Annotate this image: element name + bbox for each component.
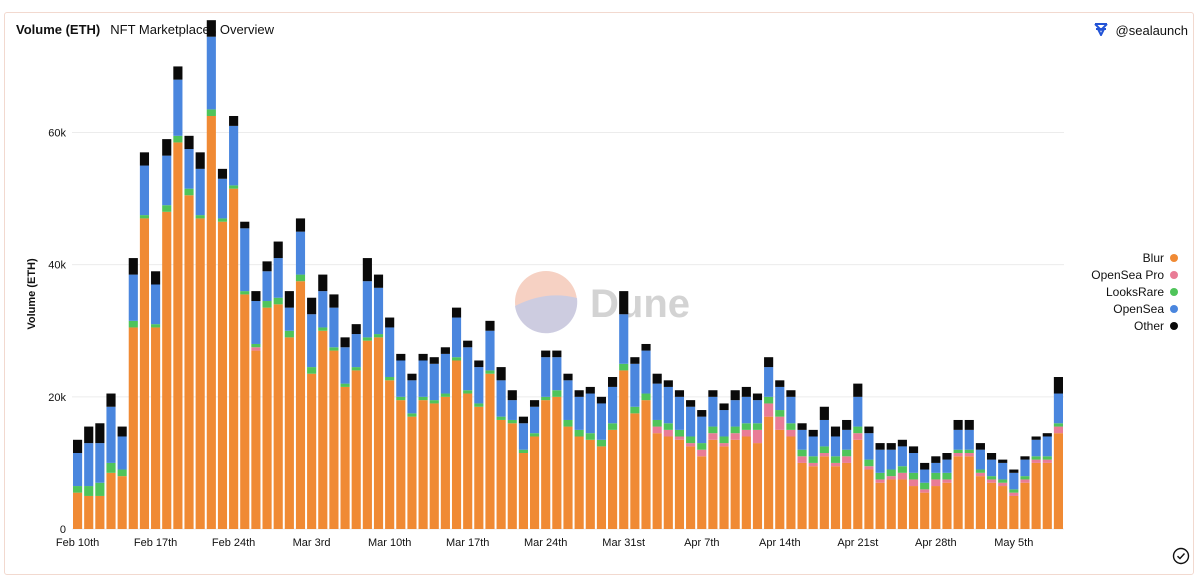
legend-item-blur[interactable]: Blur	[1142, 251, 1178, 265]
author-link[interactable]: @sealaunch	[1093, 22, 1188, 39]
legend-dot-icon	[1170, 305, 1178, 313]
legend-label: OpenSea	[1113, 302, 1164, 316]
legend-item-looksrare[interactable]: LooksRare	[1105, 285, 1178, 299]
legend-label: Blur	[1142, 251, 1164, 265]
legend-dot-icon	[1170, 254, 1178, 262]
chart-card	[4, 12, 1194, 575]
author-handle: @sealaunch	[1115, 23, 1188, 38]
legend-dot-icon	[1170, 271, 1178, 279]
dune-logo-icon	[1093, 22, 1108, 39]
legend-dot-icon	[1170, 288, 1178, 296]
chart-subtitle: NFT Marketplaces Overview	[110, 22, 275, 37]
legend-item-other[interactable]: Other	[1133, 319, 1178, 333]
chart-legend: Blur OpenSea Pro LooksRare OpenSea Other	[1091, 251, 1178, 333]
check-circle-icon[interactable]	[1172, 547, 1190, 570]
legend-item-opensea-pro[interactable]: OpenSea Pro	[1091, 268, 1178, 282]
chart-header: Volume (ETH) NFT Marketplaces Overview	[16, 22, 274, 37]
legend-label: OpenSea Pro	[1091, 268, 1164, 282]
legend-dot-icon	[1170, 322, 1178, 330]
legend-item-opensea[interactable]: OpenSea	[1113, 302, 1178, 316]
legend-label: LooksRare	[1105, 285, 1164, 299]
chart-title: Volume (ETH)	[16, 22, 101, 37]
legend-label: Other	[1133, 319, 1164, 333]
